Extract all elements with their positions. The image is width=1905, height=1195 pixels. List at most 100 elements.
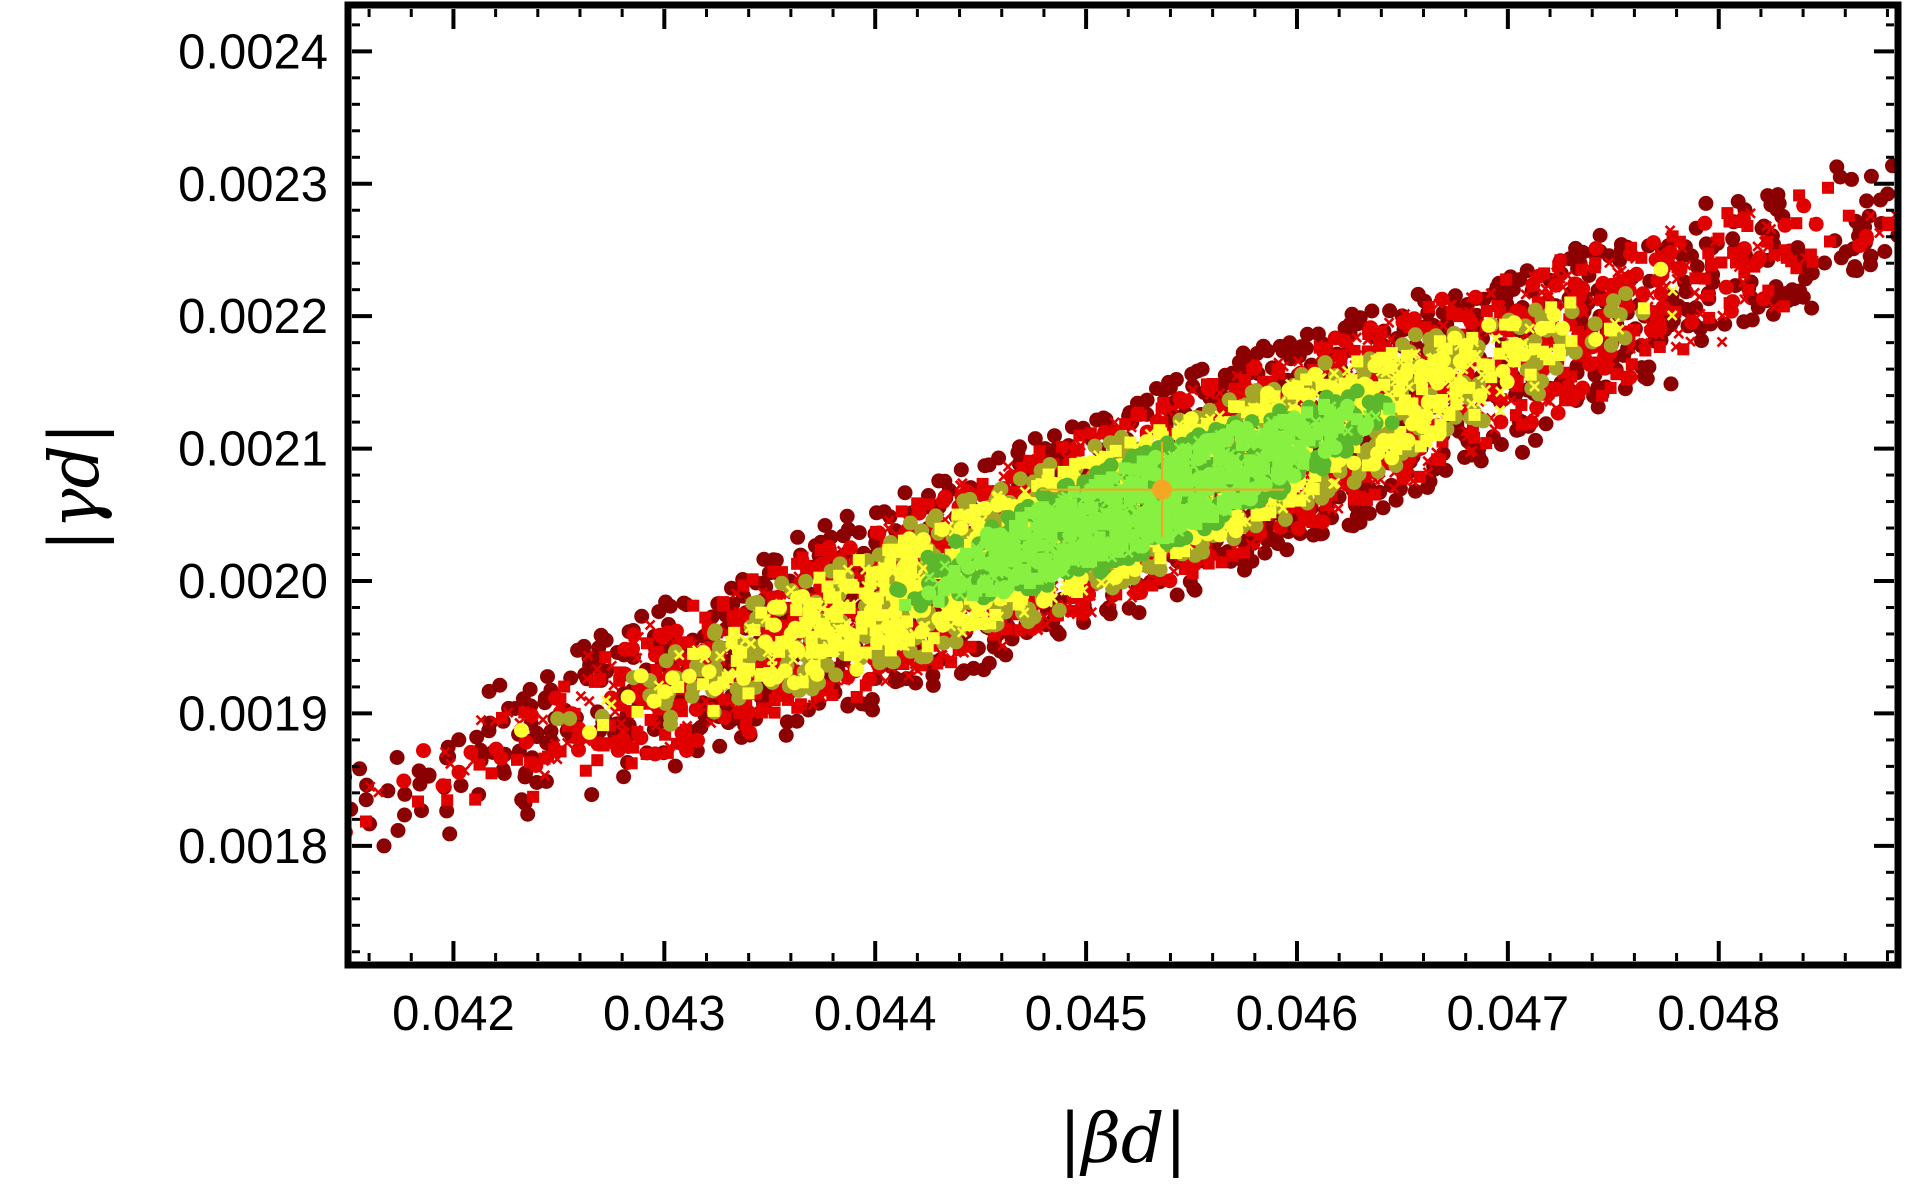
data-point	[1554, 254, 1567, 267]
data-point	[1383, 433, 1399, 449]
data-point	[1407, 327, 1423, 343]
data-point	[1130, 409, 1143, 422]
data-point	[953, 462, 969, 478]
data-point	[1804, 248, 1817, 261]
data-point	[754, 669, 767, 682]
data-point	[798, 573, 814, 589]
data-point	[1327, 330, 1343, 346]
data-point	[1539, 348, 1552, 361]
data-point	[1877, 244, 1893, 259]
data-point	[442, 826, 458, 842]
data-point	[548, 743, 561, 756]
data-point	[1592, 227, 1608, 243]
data-point	[767, 617, 783, 633]
data-point	[768, 706, 781, 719]
data-point	[721, 671, 734, 684]
data-point	[1436, 394, 1448, 406]
data-point	[1229, 401, 1242, 413]
data-point	[1364, 303, 1380, 319]
data-point	[1515, 444, 1530, 460]
data-point	[1832, 169, 1848, 185]
data-point	[1715, 256, 1728, 269]
data-point	[687, 647, 700, 660]
data-point	[826, 689, 839, 701]
data-point	[1169, 587, 1185, 603]
data-point	[1565, 334, 1578, 347]
data-point	[610, 742, 626, 758]
data-point	[842, 540, 858, 556]
data-point	[1863, 257, 1878, 273]
data-point	[488, 741, 504, 757]
data-point	[817, 518, 833, 533]
data-point	[869, 505, 884, 521]
data-point	[1154, 552, 1167, 565]
data-point	[1822, 181, 1834, 194]
data-point	[1718, 279, 1734, 295]
data-point	[684, 688, 700, 704]
data-point	[1653, 341, 1666, 353]
data-point	[928, 508, 944, 524]
data-point	[1567, 344, 1583, 360]
data-point	[777, 663, 793, 679]
data-point	[1072, 444, 1085, 457]
data-point	[730, 654, 743, 667]
data-point	[485, 767, 498, 780]
data-point	[681, 636, 693, 649]
data-point	[1361, 459, 1374, 472]
data-point	[1804, 300, 1820, 316]
data-point	[1620, 373, 1633, 386]
data-point	[1824, 235, 1836, 248]
data-point	[790, 529, 806, 545]
data-point	[1185, 378, 1201, 394]
data-point	[1376, 351, 1389, 364]
data-point	[1313, 526, 1328, 542]
data-point	[790, 642, 806, 658]
data-point	[1859, 193, 1875, 209]
data-point	[870, 525, 883, 538]
data-point	[416, 743, 431, 759]
data-point	[1639, 371, 1655, 387]
data-point	[806, 646, 819, 659]
data-point	[886, 654, 902, 670]
data-point	[976, 662, 992, 678]
data-point	[1431, 453, 1444, 466]
data-point	[588, 675, 601, 688]
data-point	[1480, 305, 1493, 317]
data-point	[1736, 241, 1752, 257]
data-point	[889, 582, 905, 597]
data-point	[696, 678, 709, 691]
data-point	[527, 790, 540, 803]
data-point	[274, 801, 289, 816]
data-point	[1697, 215, 1713, 231]
data-point	[699, 611, 712, 624]
data-point	[1663, 376, 1679, 392]
data-point	[850, 691, 863, 703]
data-point	[701, 664, 717, 680]
data-point	[511, 753, 523, 766]
data-point	[633, 668, 649, 684]
data-point	[1231, 354, 1247, 370]
data-point	[1790, 217, 1803, 230]
data-point	[1352, 515, 1368, 530]
data-point	[616, 769, 632, 785]
data-point	[641, 637, 653, 650]
data-point	[1846, 262, 1861, 278]
data-point	[1549, 381, 1564, 397]
data-point	[859, 679, 872, 692]
data-point	[1102, 606, 1118, 622]
data-point	[492, 677, 508, 693]
data-point	[804, 661, 820, 677]
data-point	[884, 644, 897, 657]
data-point	[1299, 326, 1315, 342]
data-point	[1047, 428, 1062, 444]
data-point	[1785, 255, 1798, 268]
data-point	[1012, 471, 1028, 487]
data-point	[1073, 429, 1086, 442]
data-point	[681, 668, 697, 684]
data-point	[687, 599, 700, 612]
data-point	[1538, 267, 1551, 280]
data-point	[473, 758, 486, 771]
data-point	[1842, 209, 1855, 222]
data-point	[651, 604, 667, 620]
data-point	[847, 634, 860, 647]
